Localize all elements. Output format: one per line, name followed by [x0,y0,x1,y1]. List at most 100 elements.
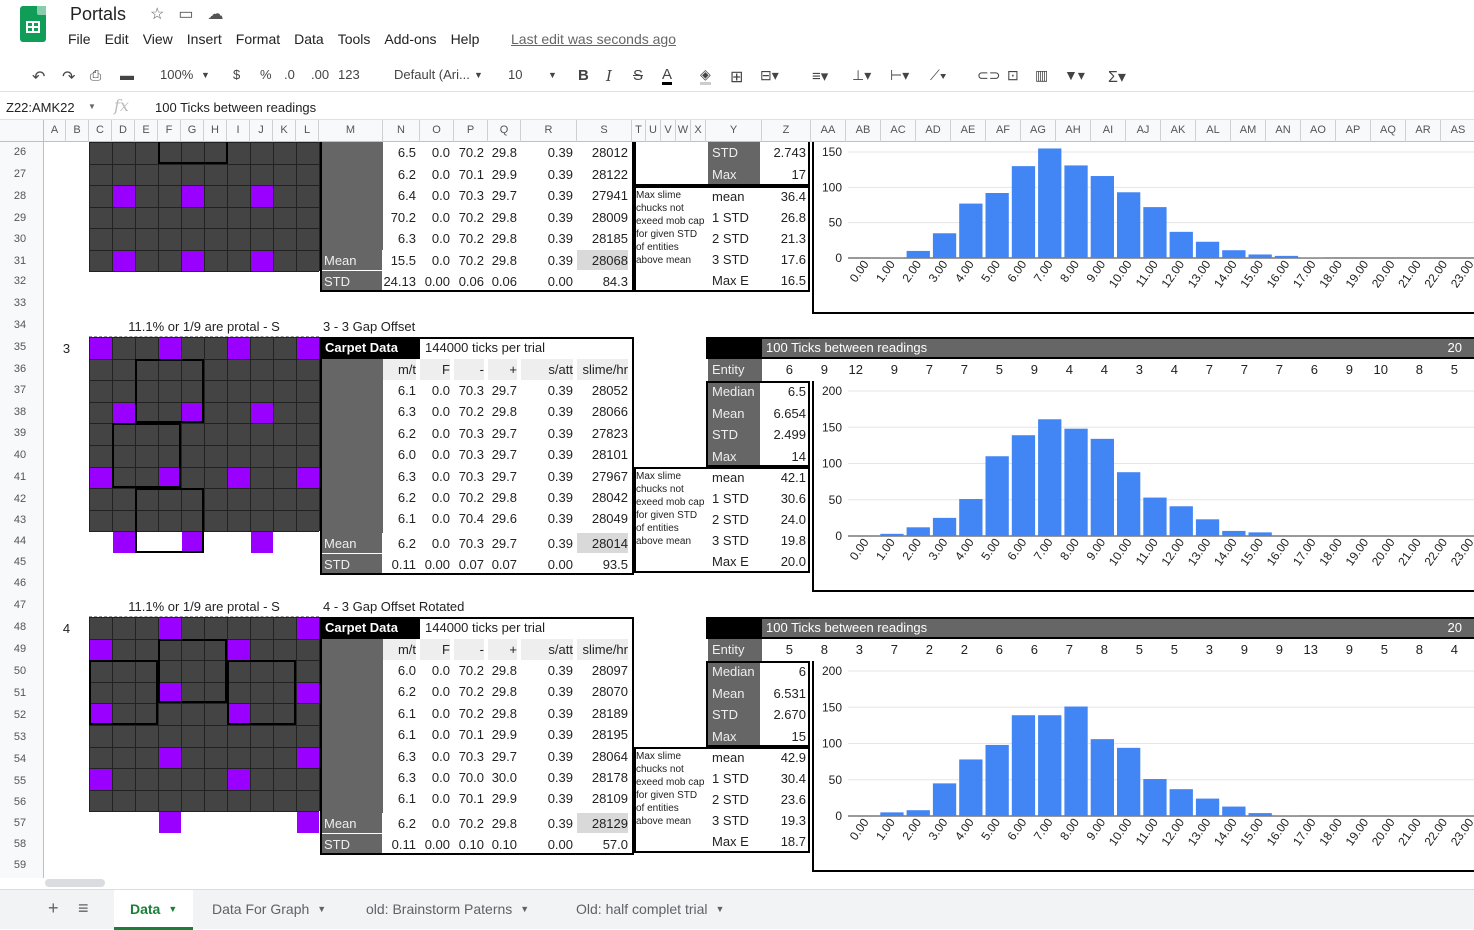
column-header-l[interactable]: L [296,120,319,142]
histogram-bar[interactable] [1011,435,1036,536]
move-folder-icon[interactable]: ▭ [178,6,208,23]
histogram-bar[interactable] [1011,166,1036,258]
column-header-m[interactable]: M [319,120,383,142]
histogram-bar[interactable] [880,257,904,258]
column-header-an[interactable]: AN [1266,120,1301,142]
undo-icon[interactable]: ↶ [32,69,46,86]
column-header-af[interactable]: AF [986,120,1021,142]
column-header-o[interactable]: O [420,120,454,142]
histogram-bar[interactable] [1117,747,1141,816]
histogram-bar[interactable] [1143,497,1167,536]
row-header-44[interactable]: 44 [13,535,27,547]
row-header-28[interactable]: 28 [13,190,27,202]
row-header-46[interactable]: 46 [13,577,27,589]
column-header-k[interactable]: K [273,120,296,142]
histogram-bar[interactable] [1222,530,1246,536]
column-header-a[interactable]: A [44,120,66,142]
insert-link-icon[interactable]: ⊂⊃ [977,67,1001,83]
decrease-decimal-button[interactable]: .0 [284,67,295,82]
row-header-41[interactable]: 41 [13,471,27,483]
chevron-down-icon[interactable]: ▼ [715,904,725,914]
align-vertical-icon[interactable]: ⊥▾ [852,67,872,83]
chevron-down-icon[interactable]: ▼ [520,904,530,914]
font-chevron-icon[interactable]: ▼ [474,70,483,80]
column-header-q[interactable]: Q [488,120,521,142]
column-header-ah[interactable]: AH [1056,120,1091,142]
histogram-bar[interactable] [1143,779,1167,816]
column-header-y[interactable]: Y [706,120,762,142]
row-header-37[interactable]: 37 [13,384,27,396]
sheet-tab-1[interactable]: Data ▼ [114,890,194,930]
sheet-grid[interactable]: 6.5 0.0 70.2 29.8 0.39 28012 6.2 0.0 70.1 29.9 0.3… [44,142,1474,878]
histogram-bar[interactable] [880,533,904,536]
menu-insert[interactable]: Insert [186,31,222,47]
column-header-p[interactable]: P [454,120,488,142]
column-header-ae[interactable]: AE [951,120,986,142]
zoom-select[interactable]: 100% [160,67,194,82]
row-header-29[interactable]: 29 [13,212,27,224]
histogram-bar[interactable] [1038,148,1062,258]
row-header-43[interactable]: 43 [13,514,27,526]
star-icon[interactable]: ☆ [150,6,179,23]
column-header-ao[interactable]: AO [1301,120,1336,142]
chevron-down-icon[interactable]: ▼ [317,904,327,914]
borders-icon[interactable]: ⊞ [730,69,744,86]
chevron-down-icon[interactable]: ▼ [168,904,178,914]
merge-cells-icon[interactable]: ⊟▾ [760,67,779,83]
name-box-chevron-icon[interactable]: ▼ [88,102,96,111]
select-all-corner[interactable] [0,120,44,142]
histogram-bar[interactable] [959,759,983,816]
column-header-ac[interactable]: AC [881,120,916,142]
column-header-j[interactable]: J [250,120,273,142]
histogram-bar[interactable] [1038,419,1062,536]
font-select[interactable]: Default (Ari... [394,67,470,82]
font-size-select[interactable]: 10 [508,67,523,82]
histogram-bar[interactable] [1195,798,1220,816]
histogram-bar[interactable] [906,527,930,536]
more-formats-button[interactable]: 123 [338,67,360,82]
histogram-bar[interactable] [1143,207,1167,258]
row-header-57[interactable]: 57 [13,817,27,829]
histogram-bar[interactable] [1248,254,1272,258]
histogram-bar[interactable] [1222,806,1246,816]
row-header-36[interactable]: 36 [13,363,27,375]
column-header-ad[interactable]: AD [916,120,951,142]
row-header-59[interactable]: 59 [13,859,27,871]
row-header-56[interactable]: 56 [13,796,27,808]
column-header-i[interactable]: I [227,120,250,142]
histogram-bar[interactable] [906,250,930,258]
histogram-bar[interactable] [880,812,904,816]
row-header-48[interactable]: 48 [13,621,27,633]
menu-view[interactable]: View [142,31,173,47]
histogram-bar[interactable] [1169,506,1193,536]
histogram-bar[interactable] [985,456,1009,536]
document-title[interactable]: Portals [70,4,127,24]
column-header-x[interactable]: X [691,120,706,142]
paint-format-icon[interactable]: ▬ [120,67,134,83]
row-header-55[interactable]: 55 [13,775,27,787]
cloud-status-icon[interactable]: ☁ [207,6,238,23]
column-header-e[interactable]: E [135,120,158,142]
column-header-d[interactable]: D [112,120,135,142]
text-color-icon[interactable]: A [662,66,673,85]
histogram-bar[interactable] [1090,176,1114,258]
row-header-50[interactable]: 50 [13,665,27,677]
column-header-ai[interactable]: AI [1091,120,1126,142]
all-sheets-icon[interactable]: ≡ [78,898,89,918]
row-header-52[interactable]: 52 [13,709,27,721]
row-header-30[interactable]: 30 [13,233,27,245]
sheets-logo-icon[interactable] [20,6,46,42]
histogram-bar[interactable] [1038,715,1062,816]
add-sheet-icon[interactable]: + [48,898,59,918]
sheet-tab-3[interactable]: old: Brainstorm Paterns ▼ [350,890,545,930]
column-header-ak[interactable]: AK [1161,120,1196,142]
row-header-53[interactable]: 53 [13,731,27,743]
column-header-as[interactable]: AS [1441,120,1474,142]
horizontal-scrollbar[interactable] [45,879,105,887]
column-header-b[interactable]: B [66,120,89,142]
histogram-bar[interactable] [1117,192,1141,258]
menu-file[interactable]: File [68,31,91,47]
column-header-aa[interactable]: AA [811,120,846,142]
italic-icon[interactable]: I [606,67,612,85]
histogram-bar[interactable] [1090,739,1114,816]
